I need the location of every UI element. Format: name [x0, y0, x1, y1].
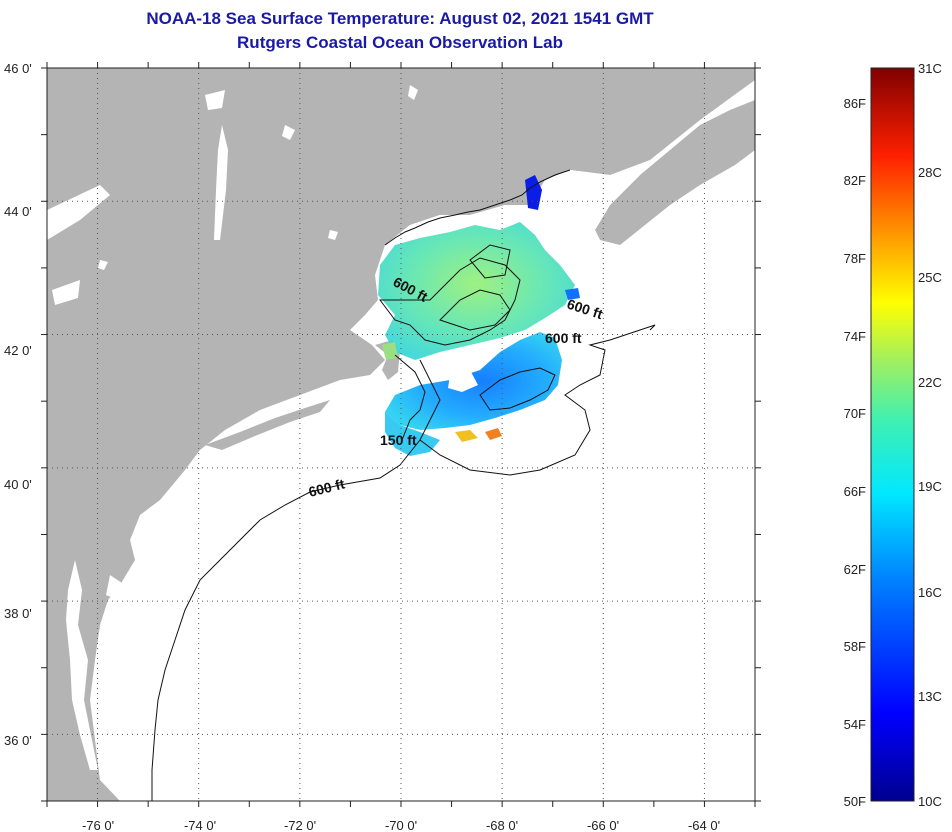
lon-label: -68 0' [486, 818, 518, 832]
colorbar-c-label: 28C [918, 165, 942, 180]
lon-label: -64 0' [688, 818, 720, 832]
lake-ontario-edge [47, 185, 110, 240]
lat-label: 36 0' [4, 733, 32, 748]
contour-inner-2 [469, 244, 511, 279]
lat-label: 44 0' [4, 204, 32, 219]
contour-label-600ft: 600 ft [545, 330, 582, 346]
contour-600ft-shelf [419, 324, 656, 476]
sst-green-spot-cape-cod [382, 342, 398, 360]
land-mainland [47, 68, 755, 801]
lake-small-4 [98, 260, 108, 270]
map-grid [47, 67, 755, 801]
sst-warm-fringe [455, 430, 478, 442]
colorbar-c-label: 25C [918, 270, 942, 285]
lat-label: 42 0' [4, 343, 32, 358]
colorbar-f-label: 66F [844, 484, 866, 499]
colorbar-f-label: 54F [844, 717, 866, 732]
colorbar-celsius-labels: 31C 28C 25C 22C 19C 16C 13C 10C [918, 61, 942, 809]
lon-label: -74 0' [184, 818, 216, 832]
land-nova-scotia [595, 100, 755, 245]
lat-label: 38 0' [4, 606, 32, 621]
lat-axis-labels: 46 0' 44 0' 42 0' 40 0' 38 0' 36 0' [4, 61, 32, 748]
sst-warm-spot [485, 428, 502, 440]
lake-small-2 [282, 125, 295, 140]
colorbar-c-label: 10C [918, 794, 942, 809]
lon-label: -72 0' [284, 818, 316, 832]
lake-small-5 [408, 85, 418, 100]
lat-label: 40 0' [4, 477, 32, 492]
colorbar-f-label: 58F [844, 639, 866, 654]
colorbar-f-label: 50F [844, 794, 866, 809]
colorbar-c-label: 16C [918, 585, 942, 600]
contour-600ft-south [151, 439, 421, 801]
sst-data-layer [378, 175, 580, 456]
lon-axis-labels: -76 0' -74 0' -72 0' -70 0' -68 0' -66 0… [82, 818, 720, 832]
colorbar-f-label: 62F [844, 562, 866, 577]
colorbar-f-label: 86F [844, 96, 866, 111]
lat-label: 46 0' [4, 61, 32, 76]
delaware-bay [106, 575, 125, 600]
colorbar-c-label: 31C [918, 61, 942, 76]
contour-inner-1 [439, 289, 511, 331]
coastline-maine [384, 169, 571, 246]
lon-label: -76 0' [82, 818, 114, 832]
chart-subtitle: Rutgers Coastal Ocean Observation Lab [237, 33, 563, 52]
lon-label: -70 0' [385, 818, 417, 832]
colorbar-f-label: 74F [844, 329, 866, 344]
colorbar-c-label: 19C [918, 479, 942, 494]
colorbar [870, 67, 915, 802]
chart-title: NOAA-18 Sea Surface Temperature: August … [146, 9, 654, 28]
colorbar-f-label: 78F [844, 251, 866, 266]
colorbar-f-label: 82F [844, 173, 866, 188]
colorbar-c-label: 13C [918, 689, 942, 704]
colorbar-f-label: 70F [844, 406, 866, 421]
contour-150ft [394, 354, 426, 441]
sst-cold-spot-shelf [565, 288, 580, 300]
colorbar-fahrenheit-labels: 86F 82F 78F 74F 70F 66F 62F 58F 54F 50F [844, 96, 866, 809]
lon-label: -66 0' [587, 818, 619, 832]
land-long-island [205, 400, 330, 450]
lake-champlain [214, 125, 228, 240]
lake-small-3 [328, 230, 338, 240]
sst-patch-white-cloud [448, 370, 478, 392]
lake-small-6 [52, 280, 80, 305]
contour-georges [479, 367, 556, 411]
chesapeake-bay [66, 560, 98, 770]
colorbar-c-label: 22C [918, 375, 942, 390]
sst-patch-gulf-of-maine [378, 222, 575, 360]
bathymetry-contours [151, 244, 656, 801]
contour-label-150ft: 150 ft [380, 432, 417, 448]
lake-small-1 [205, 90, 225, 110]
map-ticks [41, 62, 761, 807]
contour-gulf-basins [379, 257, 521, 346]
